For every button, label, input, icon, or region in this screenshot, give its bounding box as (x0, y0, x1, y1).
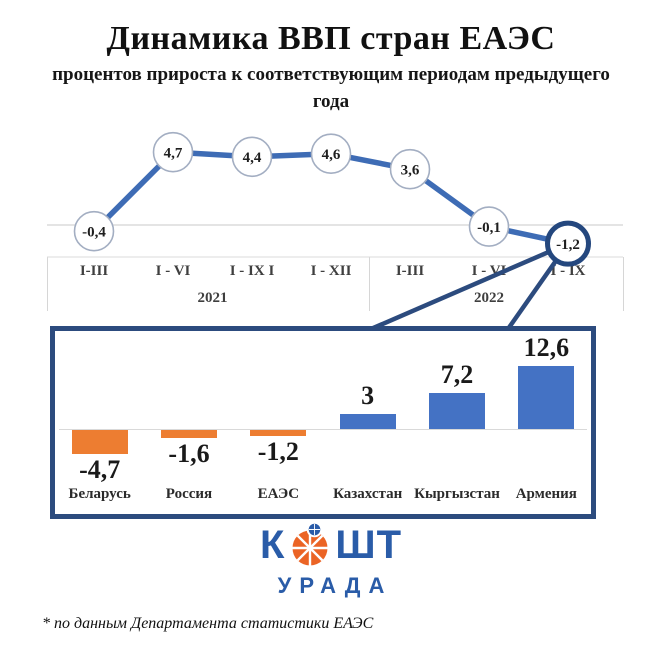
logo-bottom-word: УРАДА (277, 573, 393, 598)
bar-category-label: Кыргызстан (414, 486, 500, 502)
axis-separator (47, 257, 48, 311)
source-footnote: * по данным Департамента статистики ЕАЭС (42, 615, 374, 632)
bar-Армения (518, 366, 575, 429)
bar-value-label: -4,7 (79, 454, 121, 484)
bar-category-label: Россия (165, 486, 213, 502)
logo-word-part2: ШТ (335, 523, 403, 567)
bar-value-label: 3 (361, 381, 375, 410)
x-tick-label: I - IX (550, 263, 586, 279)
x-tick-label: I-III (395, 263, 425, 279)
bar-slot-Казахстан: 3 Казахстан (323, 331, 412, 514)
bar-value-label: -1,6 (168, 439, 210, 468)
x-tick-label: I - VI (471, 263, 507, 279)
bar-slot-Россия: -1,6 Россия (144, 331, 233, 514)
bar-Россия (160, 430, 217, 438)
axis-separator (369, 257, 370, 311)
bar-category-label: ЕАЭС (257, 486, 300, 502)
x-tick-label: I-III (79, 263, 109, 279)
bar-category-label: Беларусь (68, 486, 131, 502)
page-subtitle: процентов прироста к соответствующим пер… (52, 64, 610, 112)
x-tick-label: I - XII (310, 263, 352, 279)
bar-slot-Кыргызстан: 7,2 Кыргызстан (412, 331, 501, 514)
bar-value-label: -1,2 (257, 437, 299, 466)
bar-chart-box: -4,7 Беларусь -1,6 Россия -1,2 ЕАЭС 3 Казахстан… (50, 326, 596, 519)
bar-slot-Армения: 12,6 Армения (502, 331, 591, 514)
orange-pie-logo-icon (292, 522, 328, 566)
axis-separator (623, 257, 624, 311)
bar-Кыргызстан (428, 393, 485, 429)
year-label: 2021 (197, 290, 228, 306)
bar-value-label: 12,6 (523, 333, 570, 362)
bar-chart-zero-line (59, 429, 587, 430)
bar-value-label: 7,2 (440, 360, 474, 389)
bar-slot-Беларусь: -4,7 Беларусь (55, 331, 144, 514)
bar-Беларусь (71, 430, 128, 454)
bar-category-label: Казахстан (333, 486, 403, 502)
year-label: 2022 (474, 290, 504, 306)
bar-ЕАЭС (250, 430, 307, 436)
bar-category-label: Армения (515, 486, 577, 502)
x-tick-label: I - IX I (229, 263, 275, 279)
bar-slot-ЕАЭС: -1,2 ЕАЭС (234, 331, 323, 514)
logo-top-row: К ШТ (0, 522, 662, 568)
kosht-urada-logo: К ШТ УРАДА (0, 522, 662, 597)
page-title: Динамика ВВП стран ЕАЭС (106, 20, 556, 57)
logo-word-part1: К (259, 523, 286, 567)
x-tick-label: I - VI (155, 263, 191, 279)
bar-Казахстан (339, 414, 396, 429)
bar-chart: -4,7 Беларусь -1,6 Россия -1,2 ЕАЭС 3 Казахстан… (55, 331, 591, 514)
